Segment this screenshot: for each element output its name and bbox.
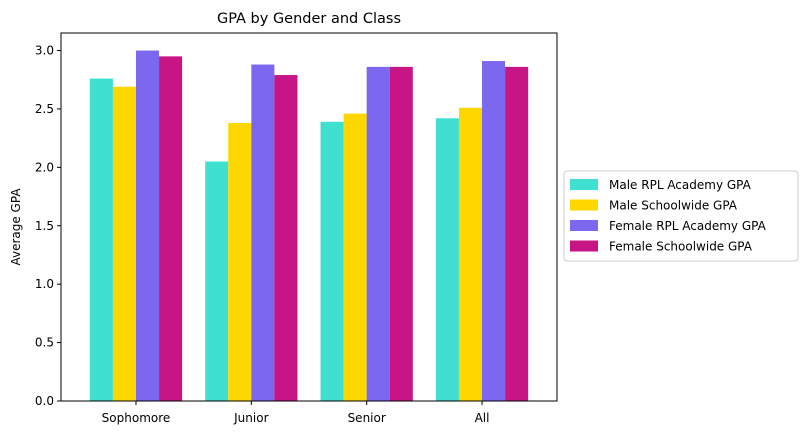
bars-layer [89,50,529,402]
bar-sophomore-series-1 [89,78,113,401]
legend-swatch-2 [570,199,598,211]
bar-senior-series-4 [389,66,413,401]
x-ticks: Sophomore Junior Senior All [102,401,490,425]
x-tick-label-junior: Junior [233,411,268,425]
y-tick-label: 2.5 [35,102,54,116]
legend-label-1: Male RPL Academy GPA [609,178,752,192]
legend-box [563,170,799,262]
legend-swatch-3 [570,220,598,231]
x-tick-label-sophomore: Sophomore [102,411,171,425]
bar-sophomore-series-2 [112,86,136,402]
bar-junior-series-2 [228,122,252,402]
x-tick-label-senior: Senior [348,411,386,425]
y-tick-label: 3.0 [35,44,54,58]
y-tick-label: 1.0 [35,277,54,291]
y-tick-label: 0.5 [35,336,54,350]
y-tick-label: 2.0 [35,160,54,174]
y-tick-label: 0.0 [35,394,54,408]
chart-title: GPA by Gender and Class [217,11,401,27]
bar-sophomore-series-3 [135,50,160,402]
legend: Male RPL Academy GPA Male Schoolwide GPA F… [563,170,799,262]
bar-senior-series-1 [320,121,344,401]
y-tick-label: 1.5 [35,219,54,233]
bar-senior-series-3 [366,66,390,401]
legend-label-3: Female RPL Academy GPA [609,219,767,233]
bar-all-series-4 [505,66,529,401]
x-tick-label-all: All [475,411,490,425]
legend-label-2: Male Schoolwide GPA [609,199,738,213]
bar-junior-series-3 [251,64,275,401]
bar-junior-series-1 [205,161,229,401]
bar-all-series-3 [482,61,506,401]
bar-all-series-2 [458,107,483,402]
y-ticks: 0.0 0.5 1.0 1.5 2.0 2.5 3.0 [35,44,61,408]
legend-label-4: Female Schoolwide GPA [609,240,753,254]
bar-senior-series-2 [343,113,367,402]
legend-swatch-4 [570,240,598,252]
y-axis-label: Average GPA [9,188,23,266]
bar-sophomore-series-4 [159,56,183,402]
bar-junior-series-4 [274,75,298,401]
bar-all-series-1 [435,118,459,401]
legend-swatch-1 [570,179,598,190]
plot-frame [60,32,558,402]
